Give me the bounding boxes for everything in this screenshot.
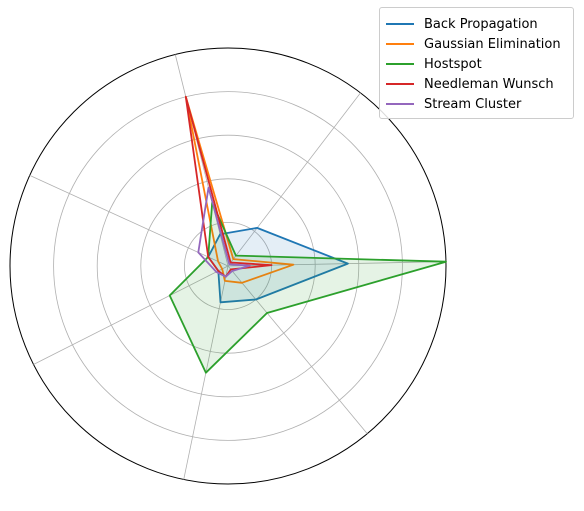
series-line	[184, 95, 273, 278]
legend-swatch	[386, 103, 414, 105]
legend-swatch	[386, 63, 414, 65]
legend-label: Hostspot	[424, 56, 482, 72]
legend-item: Hostspot	[386, 54, 482, 74]
radar-spoke	[227, 92, 361, 267]
series-line	[197, 186, 251, 278]
legend-label: Stream Cluster	[424, 96, 522, 112]
series-fill	[169, 202, 446, 373]
radar-series	[168, 95, 447, 374]
legend-label: Gaussian Elimination	[424, 36, 561, 52]
series-fill	[208, 227, 348, 303]
legend-swatch	[386, 43, 414, 45]
legend-item: Needleman Wunsch	[386, 74, 554, 94]
legend-item: Stream Cluster	[386, 94, 521, 114]
radar-spoke	[29, 174, 229, 267]
legend-label: Back Propagation	[424, 16, 538, 32]
legend-swatch	[386, 83, 414, 85]
radar-ring	[53, 91, 403, 441]
legend-item: Gaussian Elimination	[386, 34, 561, 54]
radar-outer-circle	[9, 47, 447, 485]
radar-ring	[140, 178, 316, 354]
legend-swatch	[386, 23, 414, 25]
legend-label: Needleman Wunsch	[424, 76, 554, 92]
radar-spoke	[227, 265, 368, 434]
series-line	[168, 201, 447, 374]
radar-spoke	[33, 265, 229, 365]
legend: Back Propagation Gaussian Elimination Ho…	[379, 7, 574, 119]
radar-ring	[96, 134, 360, 398]
radar-spoke	[174, 54, 229, 267]
series-line	[184, 95, 295, 284]
legend-item: Back Propagation	[386, 14, 538, 34]
